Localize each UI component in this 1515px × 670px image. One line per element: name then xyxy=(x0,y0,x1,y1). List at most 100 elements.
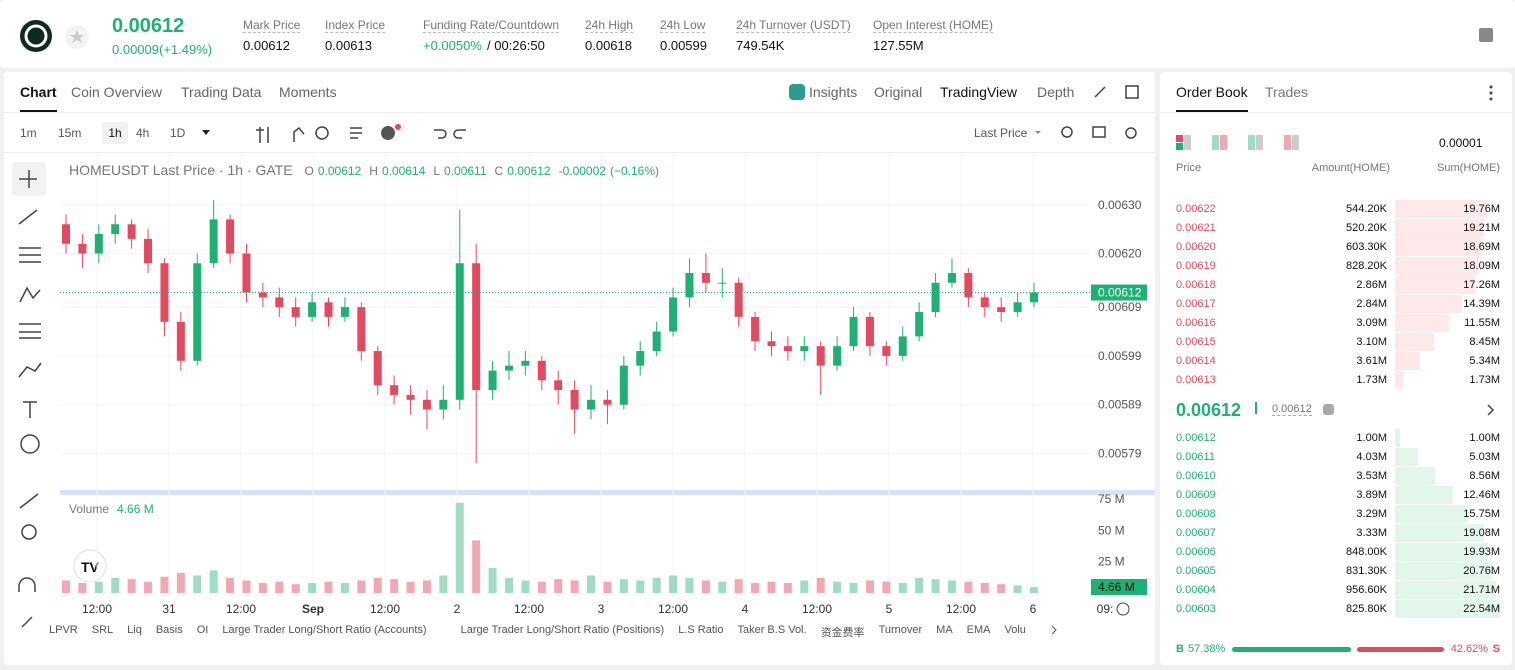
ob-price[interactable]: 0.00604 xyxy=(1176,584,1216,596)
ob-sum: 19.21M xyxy=(1463,222,1500,234)
x-tick-label: 31 xyxy=(162,602,176,616)
book-icon[interactable] xyxy=(1477,26,1495,44)
ohlc-key: H xyxy=(369,164,378,178)
ob-amount: 603.30K xyxy=(1346,241,1387,253)
candle-body xyxy=(849,316,858,347)
ob-price[interactable]: 0.00606 xyxy=(1176,546,1216,558)
ob-tab[interactable]: Trades xyxy=(1265,84,1309,100)
dropdown[interactable] xyxy=(1035,131,1041,134)
price-type[interactable]: Last Price xyxy=(974,126,1028,140)
indicator: SRL xyxy=(91,624,114,636)
tab[interactable]: Coin Overview xyxy=(71,84,163,100)
candle-body xyxy=(701,273,710,283)
ob-price[interactable]: 0.00607 xyxy=(1176,527,1216,539)
ohlc-key: O xyxy=(304,164,314,178)
candle-body xyxy=(980,297,989,308)
more[interactable] xyxy=(1486,84,1496,102)
last-price-box xyxy=(1091,284,1147,301)
view-tab[interactable]: Depth xyxy=(1037,84,1075,100)
ob-price[interactable]: 0.00603 xyxy=(1176,603,1216,615)
view-tab[interactable]: Insights xyxy=(809,84,858,100)
chart-legend: HOMEUSDT Last Price · 1h · GATE O 0.00612 H… xyxy=(69,162,659,180)
candle-body xyxy=(127,224,136,239)
ob-price[interactable]: 0.00614 xyxy=(1176,355,1216,367)
ob-price[interactable]: 0.00620 xyxy=(1176,241,1216,253)
candle-body xyxy=(324,302,333,317)
candle-body xyxy=(652,331,661,352)
index-price: 0.00612 xyxy=(1272,403,1312,416)
interval[interactable]: 1m xyxy=(20,126,37,140)
interval[interactable]: 1h xyxy=(108,126,122,140)
ob-price[interactable]: 0.00612 xyxy=(1176,432,1216,444)
volume-bar xyxy=(587,575,596,593)
depth-bar xyxy=(1395,238,1483,256)
ob-amount: 956.60K xyxy=(1346,584,1387,596)
candle-body xyxy=(209,219,218,264)
candle-body xyxy=(997,307,1006,313)
x-tick-label: 3 xyxy=(598,602,605,616)
ob-price[interactable]: 0.00611 xyxy=(1176,451,1215,463)
ohlc-value: 0.00611 xyxy=(444,164,487,178)
depth-bar xyxy=(1395,352,1420,370)
ob-price[interactable]: 0.00605 xyxy=(1176,565,1216,577)
ob-price[interactable]: 0.00617 xyxy=(1176,298,1216,310)
ob-price[interactable]: 0.00618 xyxy=(1176,279,1216,291)
candle-body xyxy=(160,263,169,322)
candle-body xyxy=(62,224,70,244)
candle-body xyxy=(94,234,103,254)
ob-price[interactable]: 0.00610 xyxy=(1176,470,1216,482)
tick-size[interactable]: 0.00001 xyxy=(1439,136,1483,150)
ob-price[interactable]: 0.00608 xyxy=(1176,508,1216,520)
volume-bar xyxy=(767,581,776,593)
ob-sum: 14.39M xyxy=(1463,298,1500,310)
ob-price[interactable]: 0.00615 xyxy=(1176,336,1216,348)
ob-price[interactable]: 0.00613 xyxy=(1176,374,1216,386)
tab[interactable]: Chart xyxy=(20,84,57,100)
stat-value: 0.00612 xyxy=(243,38,290,53)
interval[interactable]: 1D xyxy=(170,126,186,140)
ob-price[interactable]: 0.00616 xyxy=(1176,317,1216,329)
expand[interactable] xyxy=(1486,403,1496,417)
sell-ratio: 42.62% xyxy=(1450,643,1488,655)
indicator-icon[interactable] xyxy=(381,126,395,140)
volume-bar xyxy=(964,581,973,593)
ob-price[interactable]: 0.00621 xyxy=(1176,222,1216,234)
candle-body xyxy=(390,385,399,395)
scroll-arrow[interactable] xyxy=(1051,625,1057,635)
layout-icons[interactable] xyxy=(1174,134,1304,152)
view-tab[interactable]: TradingView xyxy=(940,84,1018,100)
volume-bar xyxy=(669,575,678,593)
ohlc-key: C xyxy=(494,164,504,178)
volume-bar xyxy=(242,580,251,593)
volume-tick-label: 75 M xyxy=(1098,492,1125,506)
depth-bar xyxy=(1395,333,1435,351)
dropdown[interactable] xyxy=(202,130,210,135)
ob-amount: 2.84M xyxy=(1356,298,1387,310)
interval[interactable]: 4h xyxy=(136,126,150,140)
ob-sum: 8.56M xyxy=(1469,470,1500,482)
candle-body xyxy=(603,399,612,405)
view-tab[interactable]: Original xyxy=(874,84,923,100)
settings[interactable] xyxy=(1116,602,1130,616)
favorite[interactable] xyxy=(64,24,90,50)
volume-title: Volume xyxy=(69,502,110,516)
candle-body xyxy=(176,321,185,361)
ob-amount: 1.00M xyxy=(1356,432,1387,444)
tab[interactable]: Trading Data xyxy=(181,84,262,100)
tab[interactable]: Moments xyxy=(279,84,337,100)
candle-body xyxy=(570,390,579,410)
interval[interactable]: 15m xyxy=(58,126,82,140)
stat-value: 0.00599 xyxy=(660,38,707,53)
indicator: Large Trader Long/Short Ratio (Positions… xyxy=(460,624,665,636)
volume-bar xyxy=(176,572,185,593)
indicator: 资金费率 xyxy=(820,627,865,639)
divider xyxy=(4,112,1155,113)
ob-price[interactable]: 0.00619 xyxy=(1176,260,1216,272)
change-pct: (−0.16%) xyxy=(609,164,659,178)
depth-bar xyxy=(1395,371,1404,389)
candle-body xyxy=(439,399,448,410)
ob-tab[interactable]: Order Book xyxy=(1176,84,1248,100)
ob-price[interactable]: 0.00622 xyxy=(1176,203,1216,215)
ob-price[interactable]: 0.00609 xyxy=(1176,489,1216,501)
